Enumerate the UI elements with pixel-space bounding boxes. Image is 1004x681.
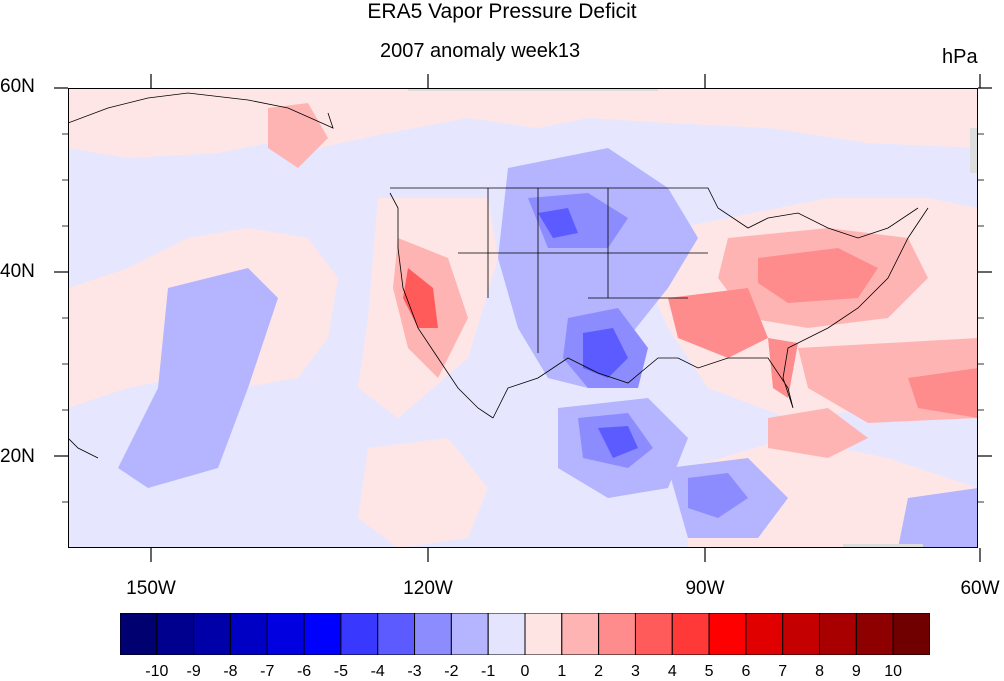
lon-label-90w: 90W [685,578,725,599]
colorbar-box [414,613,452,655]
colorbar-label: 1 [557,663,567,680]
lat-label-60n: 60N [0,76,35,97]
map-title: ERA5 Vapor Pressure Deficit [367,0,637,23]
colorbar-label: -1 [481,663,496,680]
colorbar-label: 3 [631,663,640,680]
colorbar-box [229,613,268,655]
colorbar-box [156,613,195,655]
colorbar-label: -9 [186,663,201,680]
colorbar-box [193,613,231,655]
lat-label-20n: 20N [0,446,35,467]
lat-label-40n: 40N [0,261,35,282]
colorbar-box [634,613,673,655]
colorbar-label: -10 [145,663,169,680]
colorbar-box [120,613,158,655]
colorbar-box [855,613,894,655]
colorbar-label: -3 [407,663,422,680]
colorbar-label: 8 [815,663,824,680]
colorbar-box [561,613,600,655]
colorbar-box [450,613,489,655]
colorbar-label: -7 [260,663,275,680]
colorbar-box [819,613,857,655]
colorbar-box [524,613,563,655]
colorbar-label: -8 [223,663,238,680]
colorbar-box [487,613,526,655]
colorbar-label: 7 [778,663,788,680]
lon-label-120w: 120W [403,578,453,599]
anomaly-field [68,88,978,548]
colorbar-box [377,613,416,655]
colorbar-label: -6 [296,663,312,680]
colorbar-label: 10 [884,663,903,680]
colorbar-box [671,613,710,655]
colorbar-label: -5 [333,663,349,680]
anomaly-map [68,88,978,548]
colorbar-box [598,613,636,655]
colorbar-label: 2 [594,663,604,680]
colorbar-label: 4 [667,663,677,680]
colorbar-box [745,613,784,655]
colorbar-label: 5 [704,663,714,680]
colorbar-label: 0 [520,663,530,680]
colorbar-box [782,613,821,655]
colorbar-box [266,613,305,655]
colorbar-box [892,613,930,655]
lon-label-150w: 150W [126,578,176,599]
colorbar-label: -2 [444,663,459,680]
lon-label-60w: 60W [960,578,1000,599]
colorbar-box [708,613,747,655]
colorbar-box [340,613,379,655]
colorbar-label: -4 [370,663,385,680]
colorbar-label: 9 [851,663,861,680]
colorbar-label: 6 [741,663,751,680]
colorbar [120,613,930,655]
units-label: hPa [942,46,978,68]
colorbar-box [303,613,342,655]
map-subtitle: 2007 anomaly week13 [380,40,581,62]
